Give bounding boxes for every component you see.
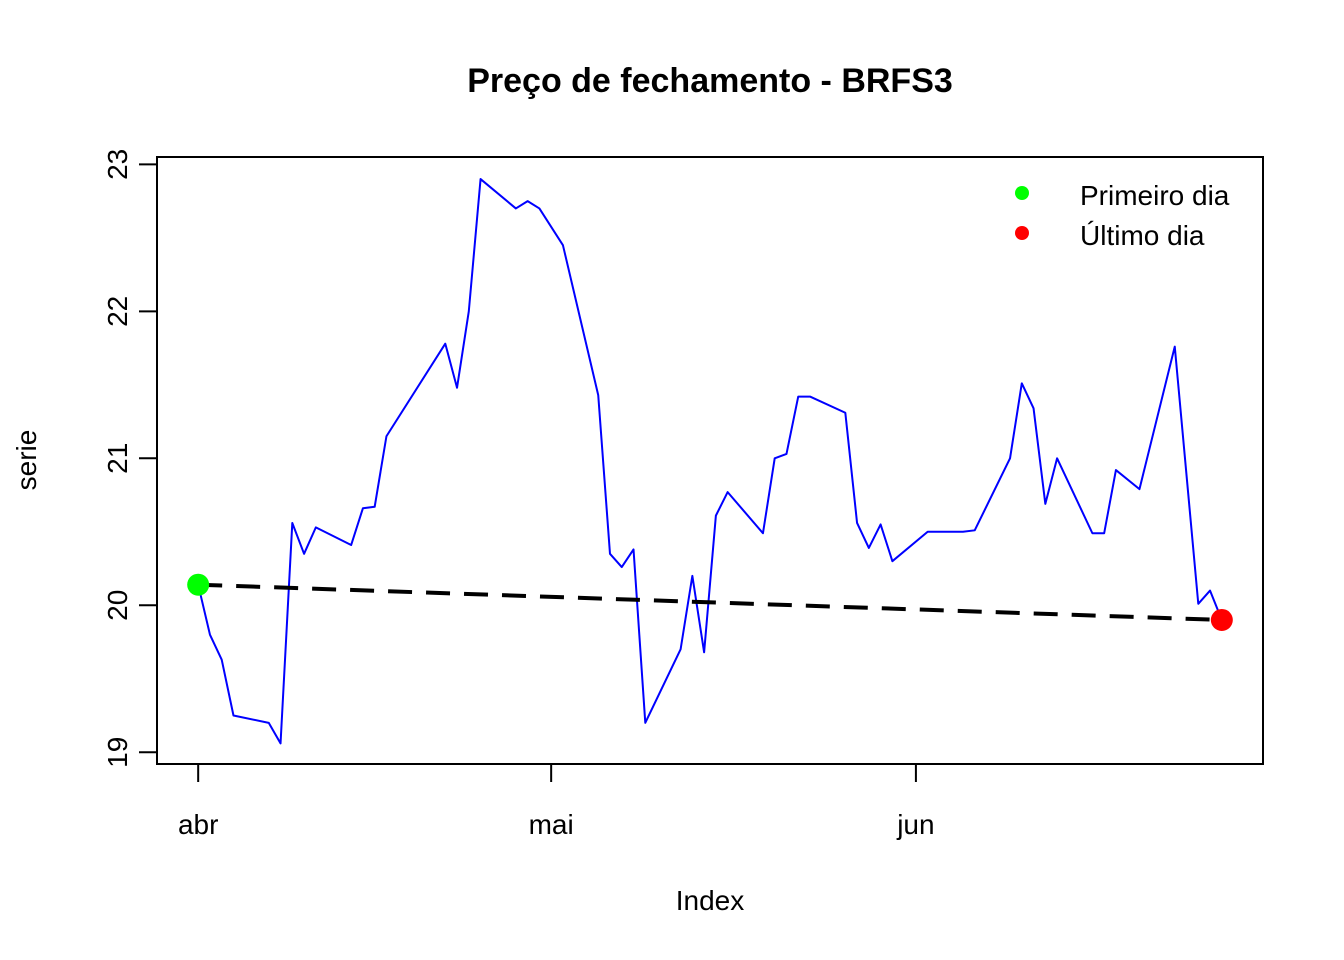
chart-title: Preço de fechamento - BRFS3 — [467, 62, 953, 100]
y-axis-label: serie — [11, 430, 42, 491]
x-axis: abr mai jun — [178, 763, 935, 840]
last-day-marker — [1210, 608, 1233, 631]
y-axis: 19 20 21 22 23 — [102, 149, 158, 768]
x-tick-label: jun — [896, 809, 934, 840]
legend-label: Último dia — [1080, 220, 1205, 251]
plot-area — [187, 178, 1233, 745]
y-tick-label: 22 — [102, 296, 133, 327]
legend: Primeiro dia Último dia — [1015, 180, 1230, 251]
y-tick-label: 21 — [102, 443, 133, 474]
series-line — [197, 178, 1223, 745]
x-axis-label: Index — [676, 885, 745, 916]
legend-marker — [1015, 226, 1029, 240]
y-tick-label: 20 — [102, 590, 133, 621]
y-tick-label: 19 — [102, 737, 133, 768]
y-tick-label: 23 — [102, 149, 133, 180]
first-day-marker — [187, 573, 210, 596]
trend-line — [198, 582, 1222, 622]
x-tick-label: mai — [529, 809, 574, 840]
legend-marker — [1015, 186, 1029, 200]
x-tick-label: abr — [178, 809, 218, 840]
legend-label: Primeiro dia — [1080, 180, 1230, 211]
